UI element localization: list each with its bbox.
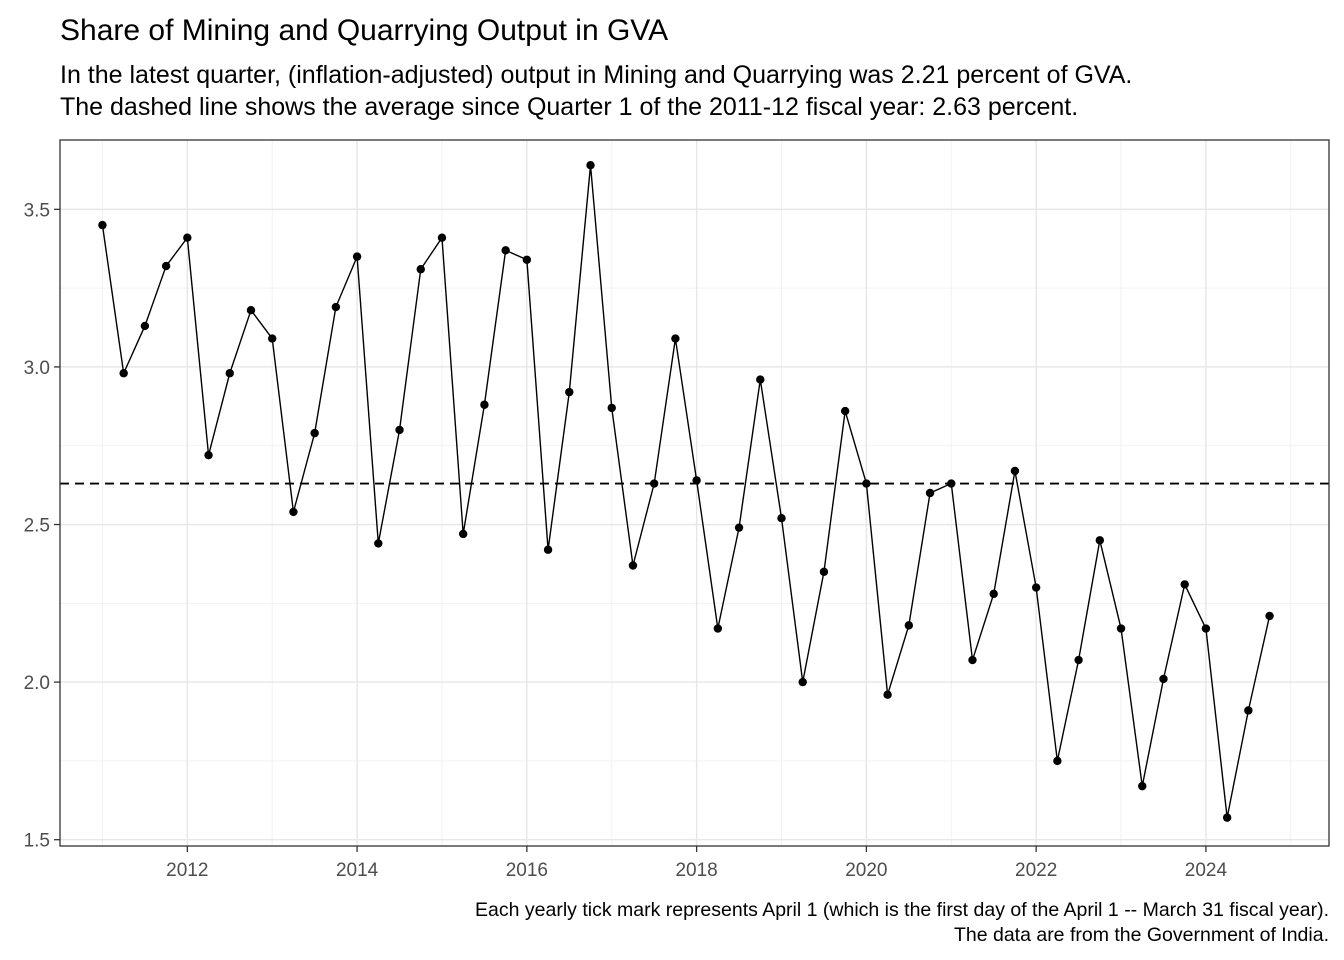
series-layer [98,161,1274,822]
data-point [1010,466,1020,476]
data-point [671,334,680,343]
plot-panel-border [59,139,1330,847]
y-tick-label: 1.5 [24,831,50,852]
data-point [1201,624,1211,633]
data-point [1095,536,1105,545]
data-point [352,252,362,261]
chart-subtitle-line-2: The dashed line shows the average since … [60,93,1078,121]
data-point [565,387,574,397]
x-tick-label: 2020 [845,860,887,881]
data-point [1031,583,1041,592]
data-point [1074,655,1083,665]
data-point [268,334,277,343]
data-point [1159,674,1168,684]
data-point [586,161,595,170]
data-point [161,261,171,271]
data-point [947,479,956,488]
data-point [374,539,383,548]
data-point [543,545,553,554]
data-point [777,514,786,523]
data-point [607,403,616,413]
data-point [692,476,701,485]
y-tick-label: 2.0 [24,673,50,694]
data-point [416,265,425,274]
data-point [458,529,468,539]
data-point [904,621,914,630]
chart-caption-line-2: The data are from the Government of Indi… [954,924,1329,946]
data-point [225,369,234,378]
data-point [1053,756,1062,766]
data-point [522,255,532,264]
data-point [1116,624,1126,633]
data-point [840,406,850,416]
chart-subtitle-line-1: In the latest quarter, (inflation-adjust… [60,61,1132,89]
grid-lines [60,140,1329,846]
data-point [925,488,935,498]
x-tick-label: 2022 [1015,860,1057,881]
data-point [501,246,510,255]
data-point [204,450,213,460]
data-point [1244,706,1253,715]
data-point [395,425,404,435]
data-point [119,369,128,378]
x-tick-label: 2024 [1185,860,1228,881]
data-point [246,305,256,315]
data-point [1138,781,1147,791]
data-point [819,567,829,576]
data-point [968,655,977,665]
chart-title: Share of Mining and Quarrying Output in … [60,14,668,47]
axis-ticks: 2012 2014 2016 2018 2020 2022 2024 1.5 2.0 2.5 3.0… [24,200,1228,881]
data-point [862,479,871,488]
data-point [756,375,765,384]
y-tick-label: 2.5 [24,516,50,537]
data-point [1180,580,1189,589]
data-point [98,220,107,230]
data-point [310,428,319,438]
data-point [331,302,341,312]
data-point [734,523,744,532]
series-line [101,165,1271,818]
data-point [183,233,192,242]
x-tick-label: 2018 [675,860,717,881]
chart-caption-line-1: Each yearly tick mark represents April 1… [475,899,1329,921]
data-point [628,561,638,570]
y-tick-label: 3.0 [24,358,50,379]
data-point [798,677,807,687]
y-tick-label: 3.5 [24,200,50,221]
data-point [713,624,723,633]
data-point [140,321,150,331]
data-point [1265,611,1274,621]
x-tick-label: 2014 [336,860,379,881]
data-point [437,233,447,242]
data-point [1222,813,1232,822]
data-point [289,507,298,517]
data-point [989,589,998,599]
data-point [480,400,489,409]
x-tick-label: 2012 [166,860,208,881]
data-point [649,479,659,488]
data-point [883,690,892,699]
x-tick-label: 2016 [506,860,548,881]
